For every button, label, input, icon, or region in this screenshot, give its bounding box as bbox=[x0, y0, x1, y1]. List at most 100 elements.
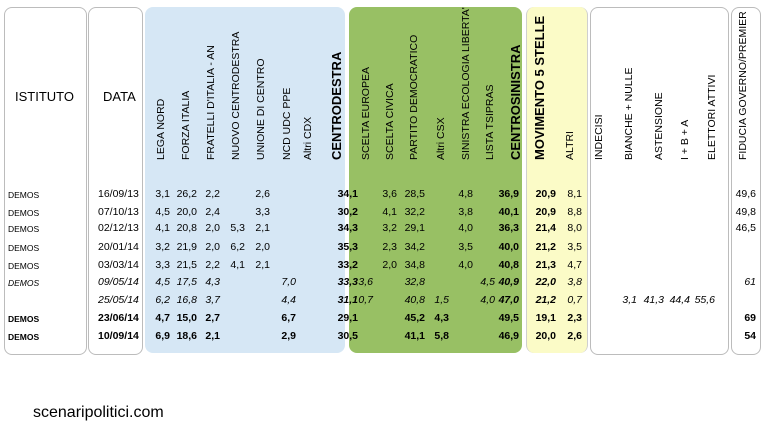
cell-value: 4,1 bbox=[155, 222, 170, 234]
cell-value: 34,3 bbox=[337, 222, 358, 234]
cell-value: 4,0 bbox=[458, 222, 473, 234]
cell-istituto: DEMOS bbox=[8, 332, 40, 342]
cell-value: 2,3 bbox=[567, 312, 582, 324]
cell-value: 2,1 bbox=[255, 222, 270, 234]
cell-value: 21,3 bbox=[535, 259, 556, 271]
header-data: DATA bbox=[103, 89, 136, 104]
cell-value: 21,9 bbox=[176, 241, 197, 253]
cell-date: 20/01/14 bbox=[98, 241, 139, 253]
cell-value: 4,5 bbox=[155, 276, 170, 288]
cell-value: 20,9 bbox=[535, 206, 556, 218]
cell-value: 33,2 bbox=[337, 259, 358, 271]
cell-value: 20,9 bbox=[535, 188, 556, 200]
cell-value: 4,5 bbox=[155, 206, 170, 218]
cell-value: 6,7 bbox=[281, 312, 296, 324]
cell-istituto: DEMOS bbox=[8, 243, 40, 253]
cell-value: 40,9 bbox=[498, 276, 519, 288]
cell-value: 3,6 bbox=[358, 276, 373, 288]
cell-value: 20,8 bbox=[176, 222, 197, 234]
column-header: ELETTORI ATTIVI bbox=[706, 74, 718, 160]
column-header: LISTA TSIPRAS bbox=[484, 84, 496, 160]
cell-value: 3,3 bbox=[255, 206, 270, 218]
cell-value: 36,3 bbox=[498, 222, 519, 234]
cell-value: 3,8 bbox=[458, 206, 473, 218]
cell-value: 2,6 bbox=[567, 330, 582, 342]
footer-source: scenaripolitici.com bbox=[33, 404, 164, 421]
other-columns-bg bbox=[590, 7, 729, 355]
cell-value: 49,8 bbox=[735, 206, 756, 218]
cell-value: 2,0 bbox=[255, 241, 270, 253]
cell-date: 09/05/14 bbox=[98, 276, 139, 288]
column-header: NUOVO CENTRODESTRA bbox=[230, 31, 242, 160]
cell-value: 3,1 bbox=[155, 188, 170, 200]
cell-value: 8,1 bbox=[567, 188, 582, 200]
column-header: FIDUCIA GOVERNO/PREMIER bbox=[737, 11, 749, 160]
cell-value: 0,7 bbox=[358, 294, 373, 306]
cell-value: 4,4 bbox=[281, 294, 296, 306]
cell-value: 3,5 bbox=[458, 241, 473, 253]
cell-value: 2,0 bbox=[205, 222, 220, 234]
cell-value: 47,0 bbox=[498, 294, 519, 306]
centrosinistra-band bbox=[349, 7, 522, 353]
column-header: SCELTA EUROPEA bbox=[360, 67, 372, 160]
column-header: SINISTRA ECOLOGIA LIBERTA' bbox=[460, 7, 472, 160]
column-header: INDECISI bbox=[593, 114, 605, 160]
cell-value: 5,3 bbox=[230, 222, 245, 234]
istituto-column-bg bbox=[4, 7, 87, 355]
cell-value: 3,3 bbox=[155, 259, 170, 271]
cell-value: 6,9 bbox=[155, 330, 170, 342]
cell-value: 6,2 bbox=[230, 241, 245, 253]
cell-date: 25/05/14 bbox=[98, 294, 139, 306]
cell-value: 4,1 bbox=[230, 259, 245, 271]
cell-value: 41,1 bbox=[404, 330, 425, 342]
cell-value: 26,2 bbox=[176, 188, 197, 200]
cell-value: 49,5 bbox=[498, 312, 519, 324]
cell-value: 1,5 bbox=[434, 294, 449, 306]
cell-value: 2,1 bbox=[205, 330, 220, 342]
cell-value: 3,2 bbox=[382, 222, 397, 234]
cell-date: 02/12/13 bbox=[98, 222, 139, 234]
cell-value: 20,0 bbox=[176, 206, 197, 218]
cell-value: 3,5 bbox=[567, 241, 582, 253]
cell-value: 4,3 bbox=[205, 276, 220, 288]
column-header: I + B + A bbox=[679, 119, 691, 160]
cell-value: 2,0 bbox=[205, 241, 220, 253]
cell-value: 8,8 bbox=[567, 206, 582, 218]
cell-value: 21,2 bbox=[535, 294, 556, 306]
column-header: FORZA ITALIA bbox=[180, 90, 192, 160]
cell-value: 55,6 bbox=[694, 294, 715, 306]
column-header: Altri CSX bbox=[435, 117, 447, 160]
cell-value: 54 bbox=[744, 330, 756, 342]
cell-value: 49,6 bbox=[735, 188, 756, 200]
cell-value: 4,5 bbox=[480, 276, 495, 288]
cell-value: 2,1 bbox=[255, 259, 270, 271]
cell-value: 45,2 bbox=[404, 312, 425, 324]
cell-value: 4,7 bbox=[567, 259, 582, 271]
column-header: CENTRODESTRA bbox=[329, 51, 344, 160]
column-header: LEGA NORD bbox=[155, 98, 167, 160]
cell-date: 03/03/14 bbox=[98, 259, 139, 271]
cell-value: 4,0 bbox=[480, 294, 495, 306]
cell-value: 2,4 bbox=[205, 206, 220, 218]
column-header: SCELTA CIVICA bbox=[384, 83, 396, 160]
cell-value: 40,8 bbox=[404, 294, 425, 306]
cell-value: 46,9 bbox=[498, 330, 519, 342]
cell-value: 40,0 bbox=[498, 241, 519, 253]
cell-value: 34,2 bbox=[404, 241, 425, 253]
cell-value: 4,0 bbox=[458, 259, 473, 271]
cell-value: 2,7 bbox=[205, 312, 220, 324]
column-header: PARTITO DEMOCRATICO bbox=[408, 34, 420, 160]
cell-istituto: DEMOS bbox=[8, 190, 40, 200]
cell-value: 33,3 bbox=[337, 276, 358, 288]
cell-value: 34,8 bbox=[404, 259, 425, 271]
cell-value: 61 bbox=[744, 276, 756, 288]
cell-value: 41,3 bbox=[643, 294, 664, 306]
cell-istituto: DEMOS bbox=[8, 261, 40, 271]
cell-value: 4,8 bbox=[458, 188, 473, 200]
cell-value: 29,1 bbox=[404, 222, 425, 234]
cell-value: 3,1 bbox=[622, 294, 637, 306]
cell-value: 3,8 bbox=[567, 276, 582, 288]
cell-value: 4,3 bbox=[434, 312, 449, 324]
cell-value: 2,2 bbox=[205, 188, 220, 200]
cell-value: 4,1 bbox=[382, 206, 397, 218]
